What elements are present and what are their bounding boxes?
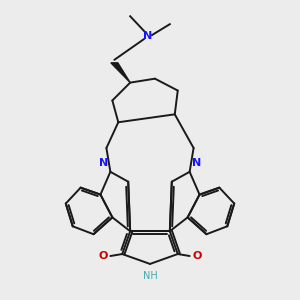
Text: N: N [99,158,108,168]
Text: N: N [143,31,153,41]
Text: N: N [192,158,201,168]
Text: O: O [193,251,202,261]
Polygon shape [111,63,130,82]
Text: O: O [98,251,107,261]
Text: NH: NH [142,271,158,281]
